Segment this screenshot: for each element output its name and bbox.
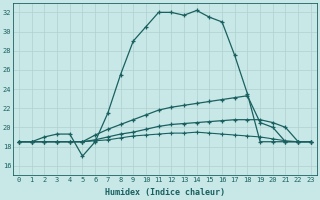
X-axis label: Humidex (Indice chaleur): Humidex (Indice chaleur) <box>105 188 225 197</box>
